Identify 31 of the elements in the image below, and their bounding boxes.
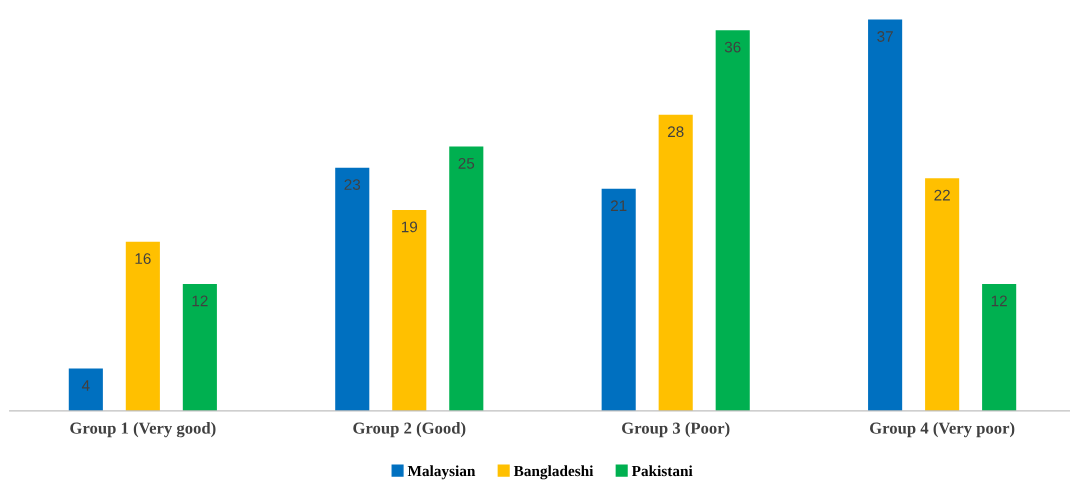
bar bbox=[125, 241, 160, 411]
bar bbox=[68, 368, 103, 411]
data-label: 19 bbox=[401, 221, 418, 233]
data-label: 37 bbox=[877, 31, 893, 42]
data-label: 28 bbox=[667, 126, 684, 138]
bar bbox=[601, 188, 636, 411]
data-label: 4 bbox=[81, 380, 90, 391]
bar bbox=[715, 30, 750, 411]
x-tick-label: Group 1 (Very good) bbox=[70, 422, 216, 438]
legend-label: Pakistani bbox=[631, 465, 693, 477]
bar bbox=[392, 209, 427, 411]
data-label: 22 bbox=[934, 189, 950, 201]
bar bbox=[335, 167, 370, 411]
x-tick-label: Group 3 (Poor) bbox=[622, 422, 730, 438]
data-label: 16 bbox=[135, 253, 151, 265]
data-label: 12 bbox=[192, 295, 208, 307]
data-label: 21 bbox=[610, 200, 627, 211]
bar bbox=[868, 19, 903, 411]
x-tick-label: Group 2 (Good) bbox=[353, 422, 466, 438]
bar bbox=[925, 178, 960, 411]
data-label: 23 bbox=[344, 179, 361, 190]
legend-label: Bangladeshi bbox=[513, 465, 594, 480]
bar bbox=[182, 283, 217, 411]
data-label: 25 bbox=[458, 158, 475, 169]
bar bbox=[982, 283, 1017, 411]
x-tick-label: Group 4 (Very poor) bbox=[870, 422, 1015, 438]
legend-label: Malaysian bbox=[407, 465, 476, 480]
data-label: 36 bbox=[724, 41, 741, 53]
bar bbox=[449, 146, 484, 411]
bar bbox=[658, 114, 693, 411]
data-label: 12 bbox=[991, 295, 1007, 307]
